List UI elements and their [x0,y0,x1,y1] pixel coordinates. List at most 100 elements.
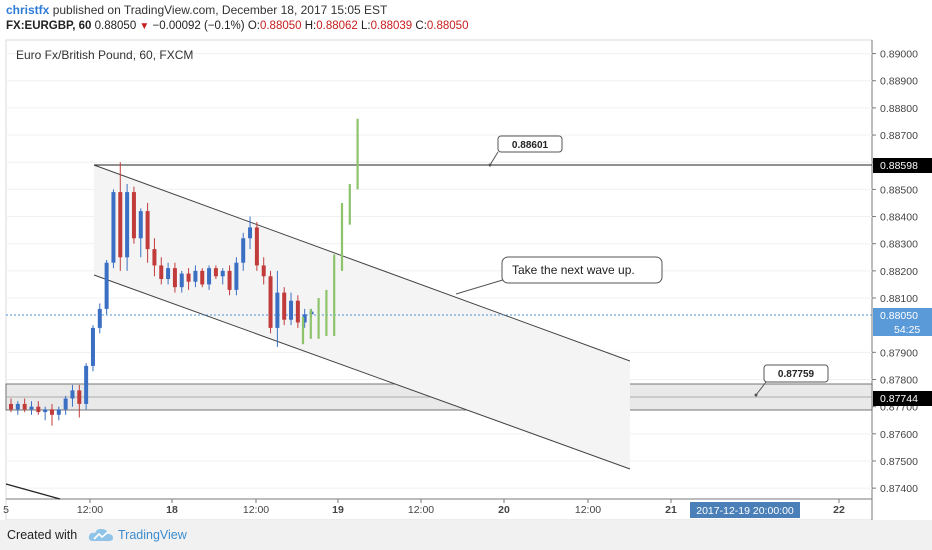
y-tick-label: 0.89000 [880,49,918,61]
callout-resistance-box[interactable] [497,135,563,153]
y-tick-label: 0.88700 [880,130,918,142]
candle-body [302,314,307,323]
candle-body [275,292,280,328]
candle-body [241,238,246,263]
x-tick-label: 18 [166,504,178,516]
candle-body [166,268,171,280]
symbol-ohlc-bar: FX:EURGBP, 60 0.88050 ▼ −0.00092 (−0.1%)… [6,20,468,32]
candle-body [138,211,143,239]
candle-body [49,409,54,415]
current-price-tag-text: 0.88050 [880,310,918,322]
callout-leader-resistance [489,151,499,166]
candle-body [179,273,184,288]
y-tick-label: 0.87400 [880,483,918,495]
candle-body [84,365,89,404]
candle-body [282,292,287,320]
channel-lower-line[interactable] [93,274,631,470]
tradingview-cloud-icon [88,528,113,541]
candle-body [131,192,136,239]
x-tick-label: 12:00 [408,504,434,516]
y-tick-label: 0.87500 [880,456,918,468]
callout-support-box[interactable] [763,364,829,383]
candle-body [268,276,273,328]
callout-leader-support [755,381,767,396]
channel-upper-line[interactable] [93,164,631,362]
support-price-tag [873,391,932,406]
candle-body [227,270,232,290]
candle-body [118,192,123,258]
candle-body [56,409,61,415]
candle-body [77,390,82,404]
low-value: 0.88039 [370,20,413,32]
footer-bar: Created with TradingView [0,520,932,550]
y-tick-label: 0.87600 [880,429,918,441]
callout-anchor [754,393,758,397]
open-value: 0.88050 [259,20,302,32]
candle-body [9,403,13,410]
callout-anchor [488,163,492,167]
close-value: 0.88050 [426,20,469,32]
high-label: H: [304,20,317,32]
y-tick-label: 0.88100 [880,293,918,305]
y-tick-label: 0.87800 [880,374,918,386]
x-tick-label: 22 [833,504,845,516]
candle-body [295,300,300,323]
candle-body [220,270,225,277]
projection-bars [301,118,359,345]
candle-body [104,262,109,309]
candle-body [186,273,191,282]
x-tick-label: 19 [332,504,344,516]
close-label: C: [415,20,427,32]
candle-body [63,398,68,410]
callout-support-text: 0.87759 [778,369,815,380]
price-change: −0.00092 (−0.1%) [152,20,245,32]
x-tick-label: 20 [498,504,510,516]
y-tick-label: 0.88500 [880,184,918,196]
symbol-label: FX:EURGBP, 60 [6,20,92,32]
candle-body [36,406,41,413]
candle-body [111,192,116,263]
resistance-price-tag-text: 0.88598 [880,160,918,172]
last-price: 0.88050 [94,20,137,32]
support-price-tag-text: 0.87744 [880,393,918,405]
down-arrow-icon: ▼ [139,21,150,32]
price-chart[interactable]: 0.88601 Take the next wave up. 0.87759 E… [0,0,932,520]
published-text: published on TradingView.com, December 1… [52,3,388,17]
price-axis[interactable]: 0.890000.889000.888000.887000.886000.885… [872,49,918,496]
candle-body [70,390,75,399]
callout-resistance-text: 0.88601 [512,140,549,151]
current-price-tag [873,308,932,336]
x-tick-label: 12:00 [243,504,269,516]
candle-body [172,268,177,288]
candle-body [254,227,259,266]
candles [9,162,314,426]
countdown-text: 54:25 [894,324,920,336]
y-tick-label: 0.88200 [880,266,918,278]
x-tick-label: 12:00 [77,504,103,516]
candle-body [15,403,20,410]
candle-body [289,300,294,320]
y-tick-label: 0.88400 [880,212,918,224]
time-axis[interactable]: 12:00 18 12:00 19 12:00 20 12:00 21 22 5 [3,499,845,516]
x-tick-label: 12:00 [575,504,601,516]
y-tick-label: 0.88900 [880,76,918,88]
candle-body [159,265,164,280]
tradingview-brand-link[interactable]: TradingView [118,528,187,542]
created-with-label: Created with [7,528,78,542]
crosshair-time-tag [690,502,800,518]
crosshair-time-text: 2017-12-19 20:00:00 [696,505,794,517]
high-value: 0.88062 [316,20,358,32]
x-tick-label: 21 [665,504,677,516]
candle-body [125,192,130,258]
open-label: O: [247,20,260,32]
author-link[interactable]: christfx [6,3,50,17]
candle-body [90,327,95,366]
publish-info: christfx published on TradingView.com, D… [6,3,387,17]
candle-body [43,409,48,413]
candle-body [152,249,157,266]
callout-wave-text: Take the next wave up. [512,263,635,277]
trend-line-fragment[interactable] [5,483,61,500]
y-tick-label: 0.88800 [880,103,918,115]
callout-wave-box[interactable] [501,256,663,284]
resistance-price-tag [873,158,932,173]
